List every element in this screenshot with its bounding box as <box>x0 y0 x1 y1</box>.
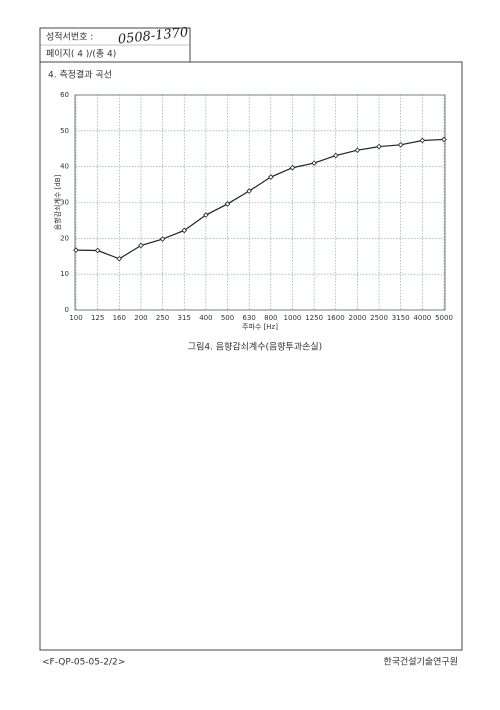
section-title: 4. 측정결과 곡선 <box>48 70 112 81</box>
x-tick-label: 1000 <box>284 314 302 322</box>
x-tick-label: 315 <box>178 314 191 322</box>
data-point <box>116 255 123 262</box>
data-point <box>94 247 101 254</box>
x-tick-label: 800 <box>264 314 277 322</box>
x-tick-label: 630 <box>242 314 255 322</box>
y-tick-label: 0 <box>65 306 69 314</box>
y-tick-label: 50 <box>60 127 69 135</box>
data-point <box>268 174 274 180</box>
y-tick-label: 40 <box>60 163 69 171</box>
page-number: 페이지( 4 )/(총 4) <box>46 49 116 60</box>
data-point <box>376 143 382 150</box>
x-tick-label: 5000 <box>435 314 453 322</box>
y-axis-label: 음향감쇠계수 [dB] <box>53 174 62 230</box>
data-point <box>246 188 252 194</box>
figure-caption: 그림4. 음향감쇠계수(음향투과손실) <box>188 341 322 353</box>
data-point <box>332 152 339 159</box>
report-number: 0508-1370 <box>117 25 189 47</box>
x-tick-label: 200 <box>134 314 147 322</box>
x-tick-label: 2500 <box>370 314 388 322</box>
y-tick-label: 10 <box>60 270 69 278</box>
data-point <box>159 236 166 242</box>
y-tick-label: 30 <box>60 199 69 207</box>
report-number-label: 성적서번호 : <box>46 31 93 43</box>
x-tick-label: 4000 <box>413 314 431 322</box>
x-tick-label: 500 <box>221 314 234 322</box>
y-tick-label: 60 <box>60 91 69 99</box>
institute-name: 한국건설기술연구원 <box>383 657 458 668</box>
x-tick-label: 250 <box>156 314 169 322</box>
data-point <box>397 142 404 148</box>
data-point <box>311 160 317 166</box>
data-point <box>419 137 426 144</box>
x-tick-label: 160 <box>113 314 126 322</box>
data-point <box>73 247 79 253</box>
data-point <box>203 212 209 218</box>
data-line <box>75 138 445 260</box>
chart: 0 10 20 30 40 50 60 100 125 160 200 250 315 400 500 630… <box>53 91 453 331</box>
x-tick-label: 3150 <box>392 314 410 322</box>
data-point <box>138 242 144 249</box>
x-tick-label: 100 <box>69 314 82 322</box>
data-point <box>441 136 447 143</box>
y-tick-label: 20 <box>60 234 69 242</box>
data-point <box>224 201 231 207</box>
x-tick-label: 400 <box>199 314 212 322</box>
x-tick-label: 125 <box>91 314 104 322</box>
page-frame <box>39 61 463 651</box>
x-axis-label: 주파수 [Hz] <box>242 322 278 331</box>
x-tick-label: 1250 <box>305 314 323 322</box>
x-tick-label: 2000 <box>348 314 366 322</box>
data-point <box>181 227 188 234</box>
x-tick-label: 1600 <box>327 314 345 322</box>
form-code: <F-QP-05-05-2/2> <box>42 658 125 668</box>
data-point <box>289 164 296 171</box>
data-point <box>354 147 361 153</box>
